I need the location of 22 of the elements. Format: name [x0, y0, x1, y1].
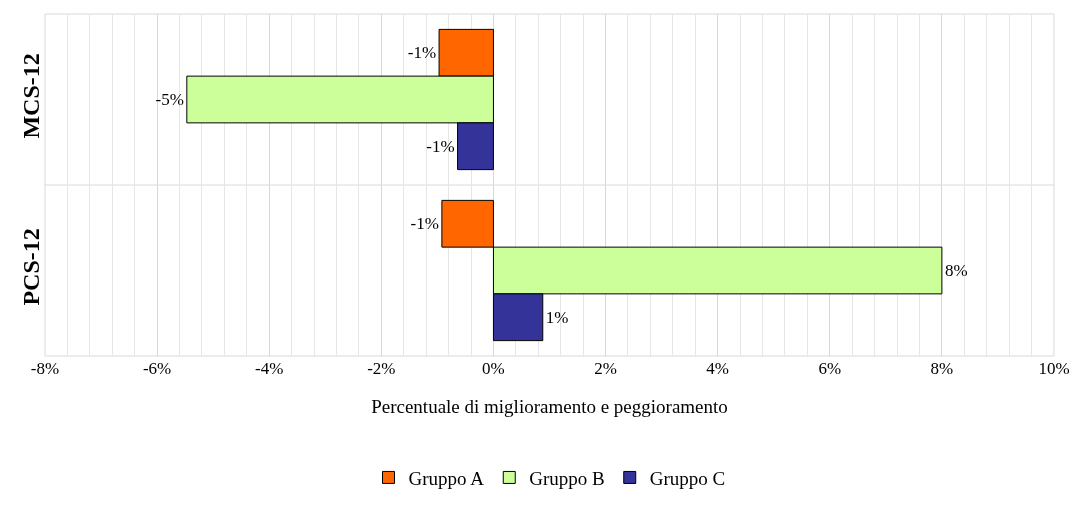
- x-tick-label: -2%: [367, 359, 396, 378]
- x-tick-label: 2%: [594, 359, 617, 378]
- data-label: 1%: [545, 307, 569, 327]
- legend-label: Gruppo A: [408, 467, 485, 489]
- x-axis-title: Percentuale di miglioramento e peggioramento: [371, 395, 728, 417]
- x-tick-label: 0%: [482, 359, 505, 378]
- legend-label: Gruppo C: [649, 467, 726, 489]
- x-tick-label: 8%: [930, 359, 954, 378]
- x-tick-label: -8%: [30, 359, 60, 378]
- data-label: 8%: [944, 261, 968, 280]
- y-tick-label: MCS-12: [18, 53, 45, 139]
- data-label: -5%: [155, 90, 184, 109]
- x-tick-label: 4%: [706, 359, 730, 378]
- x-tick-label: -6%: [142, 359, 172, 378]
- x-tick-label: 10%: [1038, 359, 1070, 378]
- data-label: -1%: [410, 214, 439, 234]
- data-label: -1%: [426, 136, 455, 156]
- x-tick-label: -4%: [255, 359, 284, 378]
- legend-label: Gruppo B: [529, 467, 605, 489]
- data-label: -1%: [407, 43, 437, 63]
- x-tick-label: 6%: [818, 359, 842, 378]
- y-tick-label: PCS-12: [18, 228, 45, 306]
